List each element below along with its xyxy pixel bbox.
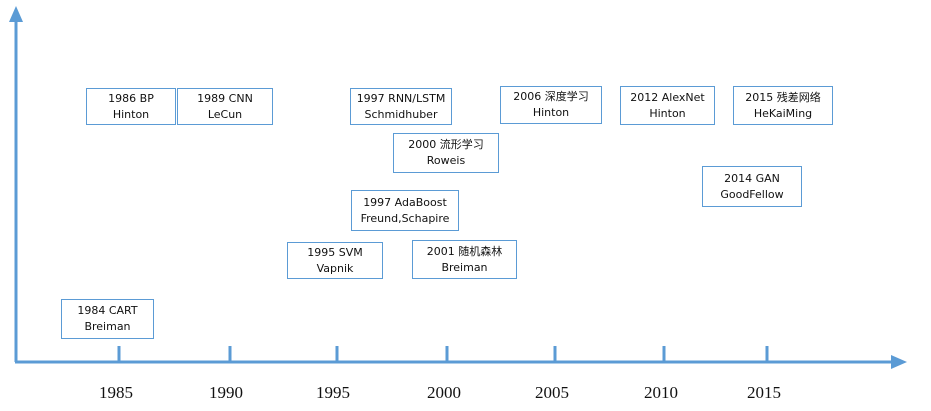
- event-title: 2000 流形学习: [408, 138, 484, 151]
- event-author: Hinton: [532, 106, 570, 119]
- event-title: 2015 残差网络: [745, 90, 821, 104]
- event-box-adaboost: 1997 AdaBoost Freund,Schapire: [351, 190, 459, 231]
- y-axis-arrowhead: [9, 6, 23, 22]
- event-title: 2014 GAN: [724, 171, 780, 185]
- event-author: HeKaiMing: [753, 106, 813, 120]
- event-title: 1997 AdaBoost: [363, 195, 447, 209]
- event-author: Freund,Schapire: [360, 211, 450, 225]
- tick-label-2005: 2005: [535, 383, 569, 402]
- event-title: 1995 SVM: [307, 245, 363, 259]
- event-title: 1984 CART: [77, 304, 138, 317]
- event-title: 2006 深度学习: [513, 90, 589, 103]
- event-box-alexnet: 2012 AlexNet Hinton: [620, 86, 715, 125]
- event-box-cnn: 1989 CNN LeCun: [177, 88, 273, 125]
- event-author: Schmidhuber: [364, 107, 438, 121]
- event-author: Vapnik: [316, 261, 354, 275]
- event-box-resnet: 2015 残差网络 HeKaiMing: [733, 86, 833, 125]
- event-title: 1997 RNN/LSTM: [356, 91, 446, 105]
- event-box-rnn-lstm: 1997 RNN/LSTM Schmidhuber: [350, 88, 452, 125]
- tick-label-2010: 2010: [644, 383, 678, 402]
- tick-label-1990: 1990: [209, 383, 243, 402]
- event-title: 2001 随机森林: [426, 244, 503, 258]
- tick-label-2000: 2000: [427, 383, 461, 402]
- event-box-random-forest: 2001 随机森林 Breiman: [412, 240, 517, 279]
- tick-label-1985: 1985: [99, 383, 133, 402]
- event-box-gan: 2014 GAN GoodFellow: [702, 166, 802, 207]
- event-box-svm: 1995 SVM Vapnik: [287, 242, 383, 279]
- event-box-cart: 1984 CART Breiman: [61, 299, 154, 339]
- event-author: Roweis: [426, 154, 466, 167]
- tick-label-1995: 1995: [316, 383, 350, 402]
- event-author: GoodFellow: [720, 187, 784, 201]
- event-author: Hinton: [112, 107, 150, 121]
- event-title: 1986 BP: [108, 91, 154, 105]
- event-author: LeCun: [207, 107, 243, 121]
- event-author: Hinton: [649, 106, 686, 120]
- x-axis-arrowhead: [891, 355, 907, 369]
- tick-label-2015: 2015: [747, 383, 781, 402]
- event-box-deep-learning: 2006 深度学习 Hinton: [500, 86, 602, 124]
- event-author: Breiman: [84, 320, 131, 333]
- event-title: 1989 CNN: [197, 91, 253, 105]
- event-box-manifold-learning: 2000 流形学习 Roweis: [393, 133, 499, 173]
- event-title: 2012 AlexNet: [630, 90, 705, 104]
- event-box-bp: 1986 BP Hinton: [86, 88, 176, 125]
- event-author: Breiman: [441, 260, 488, 274]
